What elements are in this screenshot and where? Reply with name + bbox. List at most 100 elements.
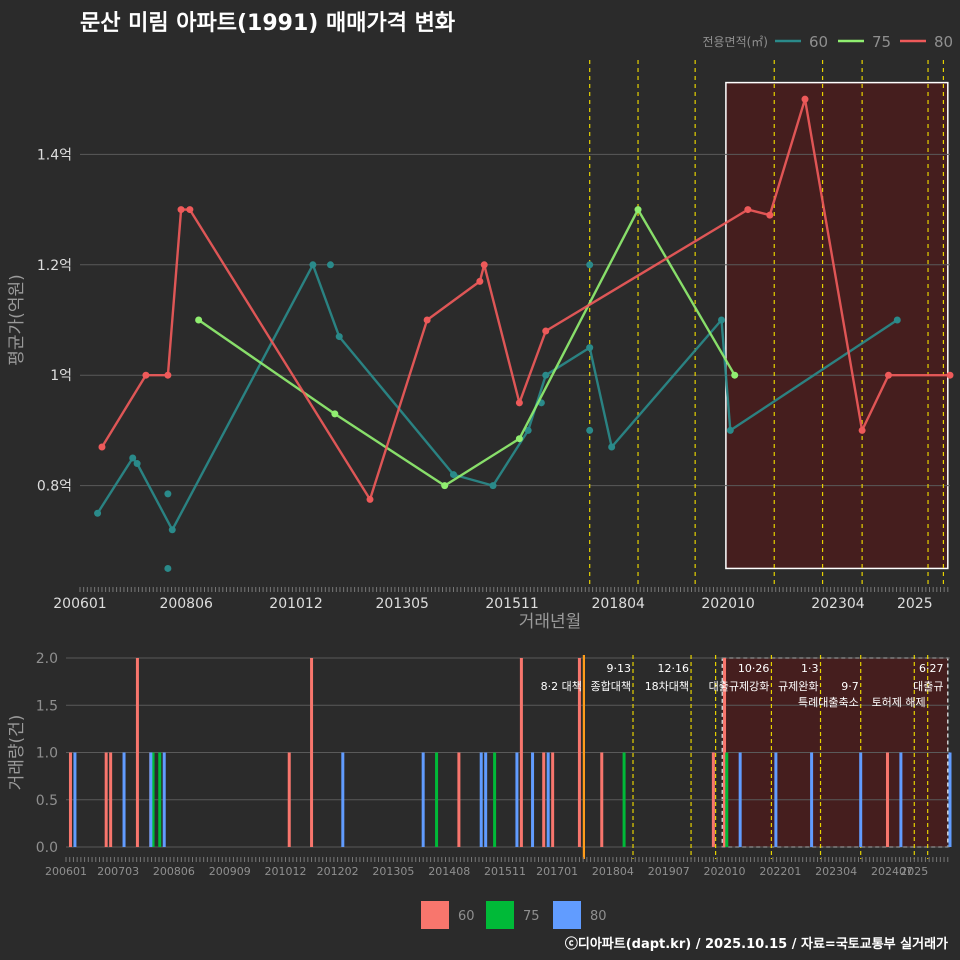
policy-label-name: 8·2 대책: [541, 680, 582, 693]
data-point-60: [586, 261, 594, 269]
y-tick-label: 1.4억: [37, 147, 72, 163]
legend-swatch-80: [553, 901, 581, 929]
volume-bar-60: [310, 658, 314, 847]
volume-y-axis-label: 거래량(건): [7, 715, 27, 791]
volume-bar-80: [546, 752, 550, 847]
legend-swatch-60: [421, 901, 449, 929]
data-point-75: [731, 371, 739, 379]
series-line-75: [197, 208, 736, 487]
volume-bar-60: [551, 752, 555, 847]
policy-label-name: 18차대책: [645, 680, 689, 693]
volume-x-tick-label: 201202: [317, 865, 359, 878]
volume-y-tick-label: 0.5: [36, 793, 58, 809]
volume-bar-80: [162, 752, 166, 847]
legend-label-80: 80: [934, 33, 953, 51]
y-tick-label: 1억: [50, 368, 72, 384]
policy-label-date: 9·13: [607, 662, 632, 675]
data-point-80: [423, 316, 431, 324]
highlight-region: [725, 81, 949, 570]
data-point-80: [766, 211, 774, 219]
data-point-60: [309, 261, 317, 269]
volume-bar-80: [421, 752, 425, 847]
volume-bar-80: [341, 752, 345, 847]
data-point-60: [726, 426, 734, 434]
volume-x-tick-label: 201012: [265, 865, 307, 878]
policy-label-date: 12·16: [658, 662, 690, 675]
volume-bar-80: [484, 752, 488, 847]
x-tick-label: 202304: [811, 596, 865, 612]
volume-y-tick-label: 0.0: [36, 840, 58, 856]
price-line-chart: 0.8억 1억 1.2억 1.4억 200601 200806 201012 201305 20…: [7, 60, 954, 632]
policy-label-name: 대출규제강화: [709, 680, 770, 693]
x-tick-label: 202010: [701, 596, 754, 612]
y-tick-label: 0.8억: [37, 479, 72, 495]
legend-text-60: 60: [458, 909, 475, 924]
legend-label-75: 75: [872, 33, 891, 51]
volume-x-tick-label: 2025: [900, 865, 928, 878]
volume-bar-60: [68, 752, 72, 847]
x-tick-label: 201012: [269, 596, 322, 612]
data-point-80: [801, 95, 809, 103]
data-point-75: [515, 435, 523, 443]
volume-bar-80: [73, 752, 77, 847]
data-point-60: [608, 443, 616, 451]
x-tick-label: 2025: [897, 596, 933, 612]
volume-bar-chart: 0.0 0.5 1.0 1.5 2.0 거래량(건) 8·2 대책 9·13 종합대책 12·16…: [7, 651, 952, 878]
x-tick-label: 200601: [53, 596, 106, 612]
x-tick-label: 200806: [159, 596, 213, 612]
volume-x-tick-label: 202407: [871, 865, 913, 878]
volume-x-tick-label: 201305: [372, 865, 414, 878]
volume-bar-80: [738, 752, 742, 847]
volume-bar-80: [122, 752, 126, 847]
data-point-60: [133, 460, 141, 468]
volume-bar-60: [104, 752, 108, 847]
volume-bar-80: [859, 752, 863, 847]
chart-title: 문산 미림 아파트(1991) 매매가격 변화: [80, 11, 455, 36]
policy-label-name: 대출규: [913, 680, 943, 693]
volume-bar-80: [899, 752, 903, 847]
data-point-75: [441, 482, 449, 490]
data-point-80: [480, 261, 488, 269]
policy-label-date: 6·27: [919, 662, 944, 675]
y-axis-label: 평균가(억원): [7, 274, 27, 365]
volume-bar-60: [542, 752, 546, 847]
policy-label-date: 1·3: [801, 662, 819, 675]
volume-x-tick-label: 200601: [45, 865, 87, 878]
bottom-legend: 60 75 80: [421, 901, 607, 929]
data-point-80: [476, 277, 484, 285]
volume-bar-60: [885, 752, 889, 847]
volume-bar-80: [515, 752, 519, 847]
volume-bar-75: [725, 752, 729, 847]
policy-label-date: 10·26: [738, 662, 770, 675]
volume-x-tick-label: 201907: [648, 865, 690, 878]
data-point-80: [744, 206, 752, 214]
volume-bar-60: [577, 658, 581, 847]
data-point-80: [186, 206, 194, 214]
volume-bar-60: [109, 752, 113, 847]
volume-bar-80: [948, 752, 952, 847]
volume-x-tick-label: 200806: [153, 865, 195, 878]
data-point-60: [129, 454, 137, 462]
volume-bar-75: [622, 752, 626, 847]
data-point-60: [449, 471, 457, 479]
data-point-75: [331, 410, 339, 418]
volume-bar-75: [435, 752, 439, 847]
volume-bar-75: [151, 752, 155, 847]
volume-x-tick-label: 201511: [484, 865, 526, 878]
policy-label-name: 토허제 해제: [872, 695, 926, 709]
policy-label-name: 9·7: [841, 680, 859, 693]
volume-bar-60: [723, 658, 727, 847]
data-point-60: [335, 333, 343, 341]
volume-bar-80: [774, 752, 778, 847]
policy-label-name: 규제완화: [778, 680, 818, 693]
volume-y-tick-label: 2.0: [36, 651, 58, 667]
data-point-60: [718, 316, 726, 324]
volume-bar-80: [810, 752, 814, 847]
y-tick-label: 1.2억: [37, 258, 72, 274]
volume-bar-60: [135, 658, 139, 847]
volume-bar-60: [600, 752, 604, 847]
volume-x-tick-label: 202304: [815, 865, 857, 878]
legend-swatch-75: [486, 901, 514, 929]
data-point-80: [946, 371, 954, 379]
